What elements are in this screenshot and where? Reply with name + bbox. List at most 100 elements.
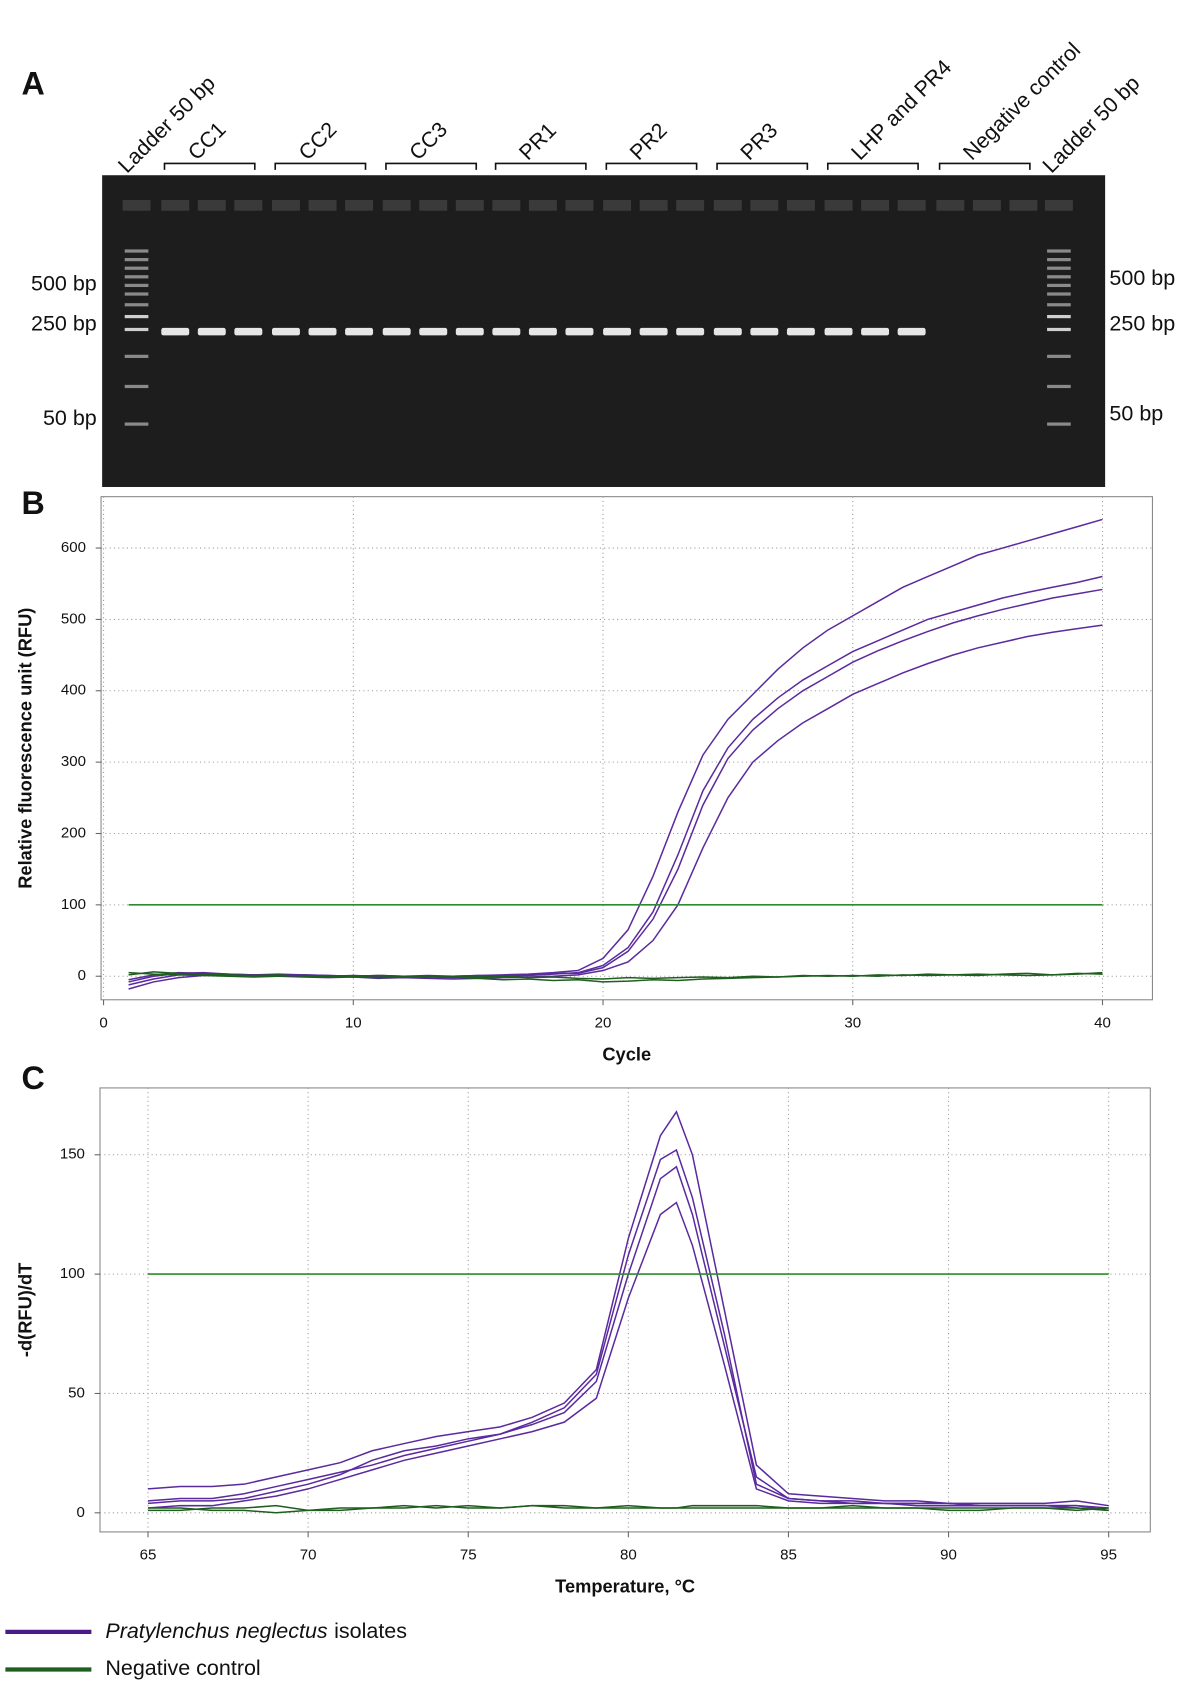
x-axis-title: Temperature, °C	[555, 1576, 695, 1597]
band	[676, 327, 705, 336]
band	[897, 327, 926, 336]
x-tick-label: 10	[345, 1014, 362, 1031]
bracket	[274, 162, 367, 170]
well	[419, 199, 448, 211]
x-tick-label: 20	[595, 1014, 612, 1031]
well	[936, 199, 965, 211]
band	[603, 327, 632, 336]
ladder-band	[1047, 266, 1071, 270]
ladder-band	[1047, 258, 1071, 262]
band	[345, 327, 374, 336]
well	[197, 199, 226, 211]
x-tick-label: 95	[1100, 1547, 1117, 1564]
y-tick-label: 600	[61, 539, 86, 556]
ladder-band	[124, 384, 149, 389]
band	[565, 327, 594, 336]
bracket	[938, 162, 1031, 170]
legend-label: Pratylenchus neglectus isolates	[105, 1619, 407, 1643]
ladder-band	[1047, 283, 1071, 288]
band	[861, 327, 890, 336]
well	[750, 199, 779, 211]
ladder-band	[124, 327, 149, 332]
y-tick-label: 0	[77, 1504, 85, 1521]
ladder-band	[1047, 354, 1071, 358]
ladder-band	[124, 249, 149, 253]
well	[528, 199, 557, 211]
y-tick-label: 500	[61, 610, 86, 627]
ladder-band	[124, 422, 149, 426]
well	[786, 199, 815, 211]
ladder-band	[124, 354, 149, 358]
well	[861, 199, 890, 211]
x-axis-title: Cycle	[602, 1044, 651, 1065]
curve	[128, 971, 1103, 980]
lane-label: Ladder 50 bp	[1038, 71, 1145, 178]
x-tick-label: 75	[460, 1547, 477, 1564]
bp-label: 500 bp	[1109, 266, 1175, 290]
band	[639, 327, 668, 336]
x-tick-label: 80	[620, 1547, 637, 1564]
well	[565, 199, 594, 211]
y-tick-label: 400	[61, 682, 86, 699]
ladder-band	[124, 283, 149, 288]
curve	[147, 1201, 1109, 1512]
bracket	[716, 162, 809, 170]
y-tick-label: 100	[61, 896, 86, 913]
ladder-band	[1047, 275, 1071, 279]
ladder-band	[1047, 249, 1071, 253]
plot-frame	[100, 496, 1153, 1001]
lane-label: PR2	[625, 118, 672, 165]
x-tick-label: 65	[140, 1547, 157, 1564]
band	[271, 327, 300, 336]
well	[824, 199, 853, 211]
x-tick-label: 70	[300, 1547, 317, 1564]
gel-layer	[122, 199, 1073, 426]
well	[234, 199, 263, 211]
well	[676, 199, 705, 211]
bp-label: 50 bp	[43, 406, 97, 430]
ladder-band	[1047, 384, 1071, 389]
band	[161, 327, 190, 336]
legend-label: Negative control	[105, 1656, 260, 1680]
y-axis-title: -d(RFU)/dT	[15, 1263, 36, 1357]
well	[455, 199, 484, 211]
well	[308, 199, 337, 211]
well	[492, 199, 521, 211]
band	[197, 327, 226, 336]
lane-label: CC2	[294, 117, 341, 164]
bp-label: 250 bp	[31, 311, 97, 335]
ladder-band	[124, 303, 149, 307]
ladder-band	[124, 258, 149, 262]
band	[234, 327, 263, 336]
ladder-band	[124, 266, 149, 270]
well	[271, 199, 300, 211]
x-tick-label: 0	[99, 1014, 107, 1031]
well	[603, 199, 632, 211]
lane-label: Ladder 50 bp	[113, 71, 220, 178]
well	[639, 199, 668, 211]
ladder-band	[124, 275, 149, 279]
well	[1009, 199, 1038, 211]
well	[897, 199, 926, 211]
x-tick-label: 40	[1094, 1014, 1111, 1031]
well	[122, 199, 151, 211]
band	[750, 327, 779, 336]
x-tick-label: 85	[780, 1547, 797, 1564]
lane-label: CC3	[405, 117, 452, 164]
bracket	[385, 162, 478, 170]
y-tick-label: 50	[68, 1384, 85, 1401]
lane-label: PR3	[736, 118, 783, 165]
curve	[147, 1148, 1109, 1512]
ladder-band	[1047, 303, 1071, 307]
x-tick-label: 30	[844, 1014, 861, 1031]
y-axis-title: Relative fluorescence unit (RFU)	[15, 608, 36, 889]
bp-label: 500 bp	[31, 272, 97, 296]
bracket	[826, 162, 919, 170]
x-tick-label: 90	[940, 1547, 957, 1564]
y-tick-label: 300	[61, 753, 86, 770]
curve	[128, 588, 1103, 981]
band	[528, 327, 557, 336]
well	[972, 199, 1001, 211]
well	[713, 199, 742, 211]
